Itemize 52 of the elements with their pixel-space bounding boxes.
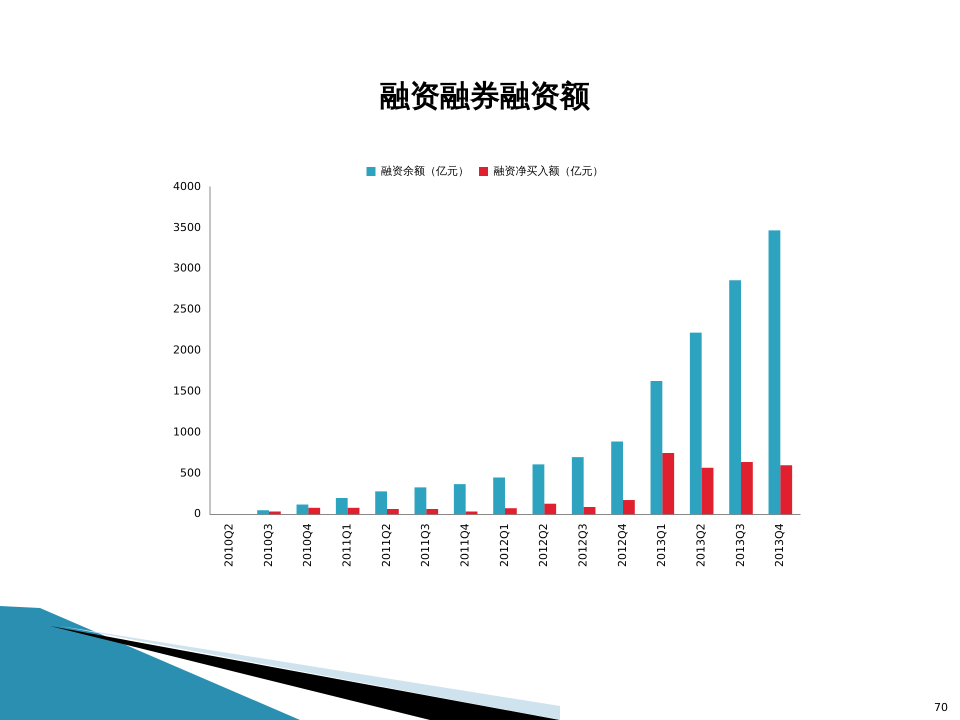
x-tick-label: 2013Q4 xyxy=(773,523,786,568)
y-tick-label: 3000 xyxy=(172,262,201,275)
bar xyxy=(414,487,426,514)
bar xyxy=(690,332,702,514)
y-tick-label: 0 xyxy=(194,507,201,520)
x-tick-label: 2011Q4 xyxy=(458,523,472,568)
x-tick-label: 2011Q2 xyxy=(380,523,393,568)
bar xyxy=(662,452,674,514)
bar xyxy=(544,504,556,514)
bar xyxy=(426,509,438,514)
x-tick-label: 2011Q3 xyxy=(419,523,432,568)
x-tick-label: 2012Q3 xyxy=(576,523,590,568)
x-tick-label: 2010Q2 xyxy=(222,523,236,568)
bar xyxy=(532,464,544,514)
x-tick-label: 2012Q2 xyxy=(537,523,550,568)
legend-label: 融资余额（亿元） xyxy=(381,164,469,178)
x-tick-label: 2010Q4 xyxy=(301,523,314,568)
y-tick-label: 500 xyxy=(180,466,201,480)
x-tick-label: 2013Q1 xyxy=(655,523,668,568)
y-tick-label: 4000 xyxy=(172,180,201,193)
bar xyxy=(296,504,308,514)
bar xyxy=(623,500,635,514)
x-tick-label: 2012Q4 xyxy=(616,523,629,568)
bar xyxy=(702,468,714,514)
y-tick-label: 3500 xyxy=(172,220,201,234)
bar xyxy=(572,457,584,514)
legend-label: 融资净买入额（亿元） xyxy=(494,164,604,178)
bar xyxy=(611,442,623,514)
bar xyxy=(584,506,596,514)
bar xyxy=(336,498,348,514)
bar xyxy=(768,230,780,514)
text: 70 xyxy=(934,700,948,714)
bar xyxy=(348,508,360,514)
x-tick-label: 2012Q1 xyxy=(498,523,511,568)
y-tick-label: 1500 xyxy=(172,384,201,398)
x-tick-label: 2013Q3 xyxy=(734,523,747,568)
y-tick-label: 2000 xyxy=(172,344,201,357)
x-tick-label: 2010Q3 xyxy=(262,523,275,568)
x-tick-label: 2011Q1 xyxy=(340,523,354,568)
x-tick-label: 2013Q2 xyxy=(694,523,708,568)
bar xyxy=(650,380,662,514)
bar xyxy=(375,491,387,514)
bar xyxy=(729,280,741,514)
chart-title: 融资融券融资额 xyxy=(380,78,590,114)
bar xyxy=(454,484,466,514)
bar xyxy=(741,462,753,514)
y-tick-label: 2500 xyxy=(172,302,201,316)
y-tick-label: 1000 xyxy=(172,425,201,438)
bar xyxy=(780,465,792,514)
bar xyxy=(386,509,399,514)
bar xyxy=(493,478,505,514)
bar xyxy=(504,508,517,514)
